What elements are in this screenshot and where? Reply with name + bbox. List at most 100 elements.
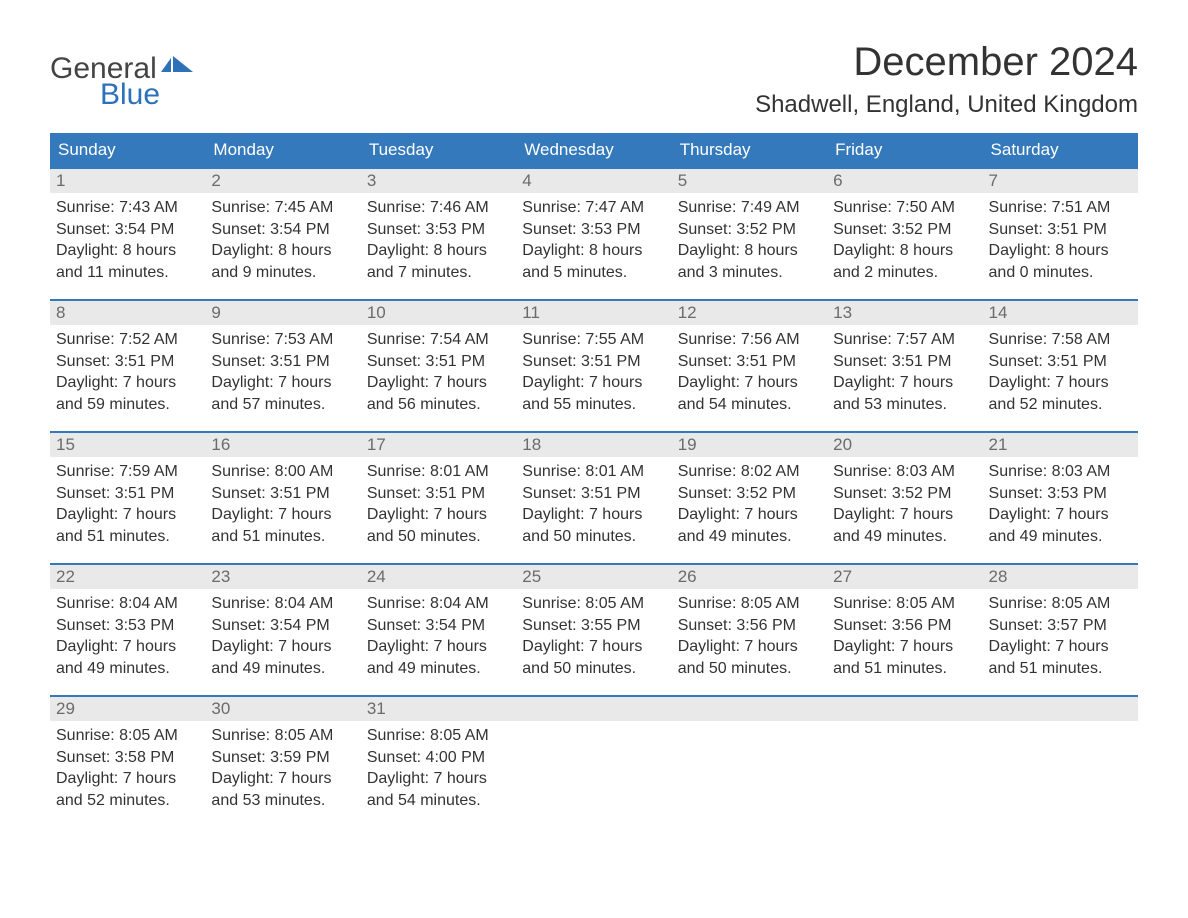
- sunrise-line: Sunrise: 8:02 AM: [678, 461, 821, 483]
- sunset-line: Sunset: 3:58 PM: [56, 747, 199, 769]
- page-header: General Blue December 2024 Shadwell, Eng…: [50, 40, 1138, 119]
- logo: General Blue: [50, 52, 195, 112]
- day-number: [827, 697, 982, 721]
- sunrise-line: Sunrise: 7:54 AM: [367, 329, 510, 351]
- calendar-day: 16Sunrise: 8:00 AMSunset: 3:51 PMDayligh…: [205, 433, 360, 563]
- daylight-line: Daylight: 8 hours and 9 minutes.: [211, 240, 354, 283]
- day-header: Tuesday: [361, 133, 516, 167]
- sunrise-line: Sunrise: 7:56 AM: [678, 329, 821, 351]
- sunset-line: Sunset: 4:00 PM: [367, 747, 510, 769]
- calendar-day: [983, 697, 1138, 827]
- day-content: Sunrise: 7:45 AMSunset: 3:54 PMDaylight:…: [205, 193, 360, 297]
- sunset-line: Sunset: 3:57 PM: [989, 615, 1132, 637]
- day-content: Sunrise: 8:01 AMSunset: 3:51 PMDaylight:…: [516, 457, 671, 561]
- calendar-day: 26Sunrise: 8:05 AMSunset: 3:56 PMDayligh…: [672, 565, 827, 695]
- day-content: Sunrise: 8:05 AMSunset: 3:57 PMDaylight:…: [983, 589, 1138, 693]
- sunset-line: Sunset: 3:51 PM: [522, 351, 665, 373]
- daylight-line: Daylight: 7 hours and 49 minutes.: [833, 504, 976, 547]
- calendar-day: 8Sunrise: 7:52 AMSunset: 3:51 PMDaylight…: [50, 301, 205, 431]
- day-content: Sunrise: 8:05 AMSunset: 3:58 PMDaylight:…: [50, 721, 205, 825]
- calendar-day: 11Sunrise: 7:55 AMSunset: 3:51 PMDayligh…: [516, 301, 671, 431]
- day-number: 31: [361, 697, 516, 721]
- location: Shadwell, England, United Kingdom: [755, 91, 1138, 119]
- day-number: 11: [516, 301, 671, 325]
- day-number: 7: [983, 169, 1138, 193]
- sunrise-line: Sunrise: 7:49 AM: [678, 197, 821, 219]
- calendar-day: 28Sunrise: 8:05 AMSunset: 3:57 PMDayligh…: [983, 565, 1138, 695]
- daylight-line: Daylight: 8 hours and 2 minutes.: [833, 240, 976, 283]
- day-number: 2: [205, 169, 360, 193]
- daylight-line: Daylight: 7 hours and 56 minutes.: [367, 372, 510, 415]
- day-header: Thursday: [672, 133, 827, 167]
- calendar-day: 31Sunrise: 8:05 AMSunset: 4:00 PMDayligh…: [361, 697, 516, 827]
- sunrise-line: Sunrise: 8:05 AM: [833, 593, 976, 615]
- daylight-line: Daylight: 7 hours and 52 minutes.: [56, 768, 199, 811]
- sunrise-line: Sunrise: 7:59 AM: [56, 461, 199, 483]
- sunrise-line: Sunrise: 8:01 AM: [367, 461, 510, 483]
- day-number: 27: [827, 565, 982, 589]
- sunrise-line: Sunrise: 7:52 AM: [56, 329, 199, 351]
- day-content: Sunrise: 8:05 AMSunset: 4:00 PMDaylight:…: [361, 721, 516, 825]
- day-content: Sunrise: 8:02 AMSunset: 3:52 PMDaylight:…: [672, 457, 827, 561]
- day-number: 17: [361, 433, 516, 457]
- day-content: Sunrise: 7:58 AMSunset: 3:51 PMDaylight:…: [983, 325, 1138, 429]
- day-content: Sunrise: 7:54 AMSunset: 3:51 PMDaylight:…: [361, 325, 516, 429]
- calendar-week: 1Sunrise: 7:43 AMSunset: 3:54 PMDaylight…: [50, 167, 1138, 299]
- sunrise-line: Sunrise: 8:01 AM: [522, 461, 665, 483]
- sunrise-line: Sunrise: 7:55 AM: [522, 329, 665, 351]
- calendar-day: 7Sunrise: 7:51 AMSunset: 3:51 PMDaylight…: [983, 169, 1138, 299]
- daylight-line: Daylight: 7 hours and 57 minutes.: [211, 372, 354, 415]
- sunrise-line: Sunrise: 8:05 AM: [56, 725, 199, 747]
- daylight-line: Daylight: 7 hours and 50 minutes.: [522, 636, 665, 679]
- day-content: Sunrise: 8:01 AMSunset: 3:51 PMDaylight:…: [361, 457, 516, 561]
- day-content: Sunrise: 8:05 AMSunset: 3:55 PMDaylight:…: [516, 589, 671, 693]
- day-number: 10: [361, 301, 516, 325]
- daylight-line: Daylight: 7 hours and 51 minutes.: [211, 504, 354, 547]
- day-number: 15: [50, 433, 205, 457]
- sunrise-line: Sunrise: 8:00 AM: [211, 461, 354, 483]
- daylight-line: Daylight: 7 hours and 51 minutes.: [833, 636, 976, 679]
- day-content: Sunrise: 7:57 AMSunset: 3:51 PMDaylight:…: [827, 325, 982, 429]
- calendar-day: 15Sunrise: 7:59 AMSunset: 3:51 PMDayligh…: [50, 433, 205, 563]
- daylight-line: Daylight: 7 hours and 49 minutes.: [989, 504, 1132, 547]
- daylight-line: Daylight: 8 hours and 7 minutes.: [367, 240, 510, 283]
- day-number: 4: [516, 169, 671, 193]
- day-header: Monday: [205, 133, 360, 167]
- calendar-day: 1Sunrise: 7:43 AMSunset: 3:54 PMDaylight…: [50, 169, 205, 299]
- calendar-day: 17Sunrise: 8:01 AMSunset: 3:51 PMDayligh…: [361, 433, 516, 563]
- day-content: Sunrise: 7:56 AMSunset: 3:51 PMDaylight:…: [672, 325, 827, 429]
- day-content: Sunrise: 8:05 AMSunset: 3:59 PMDaylight:…: [205, 721, 360, 825]
- day-content: Sunrise: 8:03 AMSunset: 3:52 PMDaylight:…: [827, 457, 982, 561]
- daylight-line: Daylight: 7 hours and 53 minutes.: [833, 372, 976, 415]
- calendar-day: 22Sunrise: 8:04 AMSunset: 3:53 PMDayligh…: [50, 565, 205, 695]
- calendar-day: 27Sunrise: 8:05 AMSunset: 3:56 PMDayligh…: [827, 565, 982, 695]
- logo-text-blue: Blue: [100, 78, 195, 112]
- sunrise-line: Sunrise: 7:57 AM: [833, 329, 976, 351]
- sunset-line: Sunset: 3:51 PM: [989, 219, 1132, 241]
- sunset-line: Sunset: 3:54 PM: [56, 219, 199, 241]
- calendar-day: 24Sunrise: 8:04 AMSunset: 3:54 PMDayligh…: [361, 565, 516, 695]
- day-content: Sunrise: 8:04 AMSunset: 3:53 PMDaylight:…: [50, 589, 205, 693]
- sunrise-line: Sunrise: 8:04 AM: [56, 593, 199, 615]
- calendar-day: 19Sunrise: 8:02 AMSunset: 3:52 PMDayligh…: [672, 433, 827, 563]
- sunset-line: Sunset: 3:51 PM: [367, 351, 510, 373]
- calendar-week: 15Sunrise: 7:59 AMSunset: 3:51 PMDayligh…: [50, 431, 1138, 563]
- day-content: Sunrise: 7:49 AMSunset: 3:52 PMDaylight:…: [672, 193, 827, 297]
- calendar-day: 13Sunrise: 7:57 AMSunset: 3:51 PMDayligh…: [827, 301, 982, 431]
- sunrise-line: Sunrise: 8:05 AM: [522, 593, 665, 615]
- sunset-line: Sunset: 3:51 PM: [211, 483, 354, 505]
- sunrise-line: Sunrise: 7:50 AM: [833, 197, 976, 219]
- day-number: [983, 697, 1138, 721]
- daylight-line: Daylight: 7 hours and 49 minutes.: [367, 636, 510, 679]
- day-content: Sunrise: 7:59 AMSunset: 3:51 PMDaylight:…: [50, 457, 205, 561]
- day-content: Sunrise: 8:03 AMSunset: 3:53 PMDaylight:…: [983, 457, 1138, 561]
- sunset-line: Sunset: 3:53 PM: [522, 219, 665, 241]
- month-title: December 2024: [755, 40, 1138, 85]
- calendar-day: 4Sunrise: 7:47 AMSunset: 3:53 PMDaylight…: [516, 169, 671, 299]
- sunset-line: Sunset: 3:54 PM: [367, 615, 510, 637]
- calendar-header-row: Sunday Monday Tuesday Wednesday Thursday…: [50, 133, 1138, 167]
- day-number: 1: [50, 169, 205, 193]
- sunset-line: Sunset: 3:52 PM: [678, 483, 821, 505]
- day-header: Sunday: [50, 133, 205, 167]
- calendar-week: 8Sunrise: 7:52 AMSunset: 3:51 PMDaylight…: [50, 299, 1138, 431]
